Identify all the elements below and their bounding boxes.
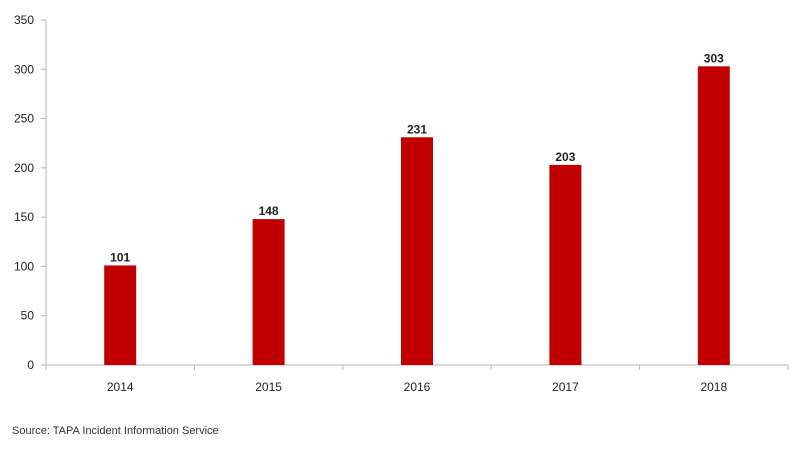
bar-2018 [697,66,730,365]
bars [104,66,730,365]
y-axis: 0 50 100 150 200 250 300 350 [14,13,47,372]
bar-2014 [104,265,137,365]
y-tick-label: 150 [14,210,34,224]
y-tick-label: 100 [14,259,34,273]
y-tick-label: 200 [14,161,34,175]
y-tick-label: 350 [14,13,34,27]
x-tick-label: 2014 [107,380,134,394]
data-label-2016: 231 [407,122,427,136]
bar-2015 [252,219,285,365]
data-label-2015: 148 [259,204,279,218]
y-tick-label: 50 [21,309,35,323]
x-tick-label: 2015 [255,380,282,394]
bar-2016 [401,137,433,365]
x-axis: 2014 2015 2016 2017 2018 [45,364,789,394]
data-label-2017: 203 [555,150,575,164]
data-label-2018: 303 [704,51,724,65]
bar-2017 [549,164,582,365]
data-label-2014: 101 [110,250,130,264]
y-tick-label: 0 [27,358,34,372]
x-tick-label: 2016 [404,380,431,394]
x-tick-label: 2018 [700,380,727,394]
source-note: Source: TAPA Incident Information Servic… [12,425,219,437]
data-labels: 101 148 231 203 303 [110,51,724,264]
y-tick-label: 250 [14,112,34,126]
y-tick-label: 300 [14,62,34,76]
x-tick-label: 2017 [552,380,579,394]
